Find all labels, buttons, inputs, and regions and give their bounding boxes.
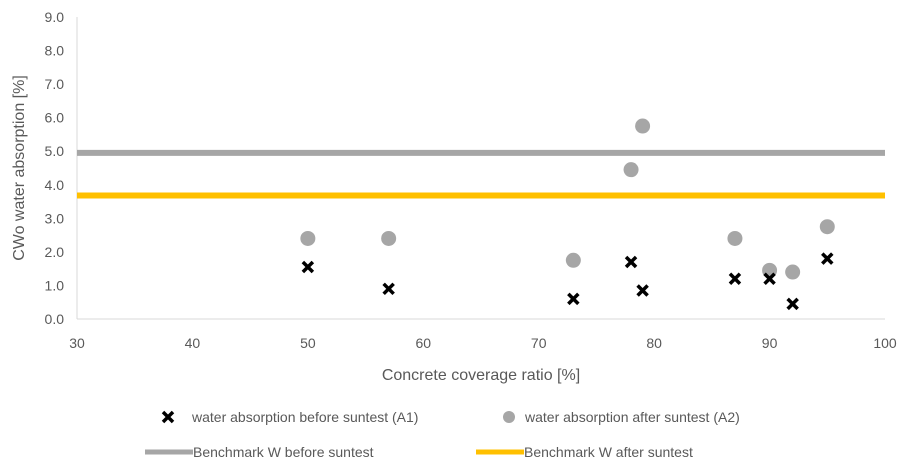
y-tick-label: 1.0 — [45, 277, 65, 293]
legend-item-a2: water absorption after suntest (A2) — [503, 409, 740, 425]
legend-item-benchmark-after: Benchmark W after suntest — [476, 444, 693, 460]
point-before-suntest — [301, 260, 315, 274]
y-tick-label: 3.0 — [45, 210, 65, 226]
point-after-suntest — [300, 230, 316, 246]
point-before-suntest — [728, 272, 742, 285]
y-tick-label: 2.0 — [45, 244, 65, 260]
legend-item-a1: water absorption before suntest (A1) — [161, 409, 418, 425]
point-before-suntest — [636, 284, 649, 297]
y-tick-label: 5.0 — [45, 143, 65, 159]
y-tick-label: 8.0 — [45, 43, 65, 59]
data-points — [300, 118, 835, 311]
legend-marker-circle — [503, 411, 515, 423]
y-tick-label: 9.0 — [45, 9, 65, 25]
point-after-suntest — [635, 118, 651, 134]
y-tick-label: 4.0 — [45, 177, 65, 193]
x-tick-label: 60 — [415, 335, 431, 351]
x-tick-label: 80 — [646, 335, 662, 351]
benchmark-lines — [77, 149, 885, 199]
x-tick-label: 70 — [531, 335, 547, 351]
axes: 0.0 1.0 2.0 3.0 4.0 5.0 6.0 7.0 8.0 9.0 30 40 50 60 70… — [45, 9, 897, 351]
point-before-suntest — [821, 252, 834, 265]
y-tick-label: 0.0 — [45, 311, 65, 327]
x-tick-label: 40 — [185, 335, 201, 351]
point-before-suntest — [567, 292, 580, 306]
y-axis-title: CWo water absorption [%] — [11, 75, 28, 261]
point-before-suntest — [786, 297, 799, 311]
point-after-suntest — [381, 230, 397, 246]
x-tick-label: 100 — [873, 335, 897, 351]
legend-label-benchmark-before: Benchmark W before suntest — [193, 444, 374, 460]
point-before-suntest — [382, 282, 395, 296]
legend-label-a1: water absorption before suntest (A1) — [191, 409, 418, 425]
x-tick-label: 30 — [69, 335, 85, 351]
legend-label-benchmark-after: Benchmark W after suntest — [524, 444, 693, 460]
point-after-suntest — [565, 252, 581, 268]
legend-item-benchmark-before: Benchmark W before suntest — [145, 444, 374, 460]
x-tick-label: 90 — [762, 335, 778, 351]
legend-label-a2: water absorption after suntest (A2) — [524, 409, 740, 425]
point-after-suntest — [819, 219, 835, 235]
legend: water absorption before suntest (A1) wat… — [145, 409, 740, 460]
y-tick-label: 6.0 — [45, 110, 65, 126]
point-after-suntest — [785, 264, 801, 280]
point-before-suntest — [763, 272, 776, 285]
x-tick-label: 50 — [300, 335, 316, 351]
legend-marker-x — [161, 410, 175, 424]
point-after-suntest — [623, 162, 639, 178]
point-after-suntest — [727, 230, 743, 246]
y-tick-label: 7.0 — [45, 76, 65, 92]
point-before-suntest — [624, 255, 638, 269]
x-axis-title: Concrete coverage ratio [%] — [382, 367, 580, 384]
